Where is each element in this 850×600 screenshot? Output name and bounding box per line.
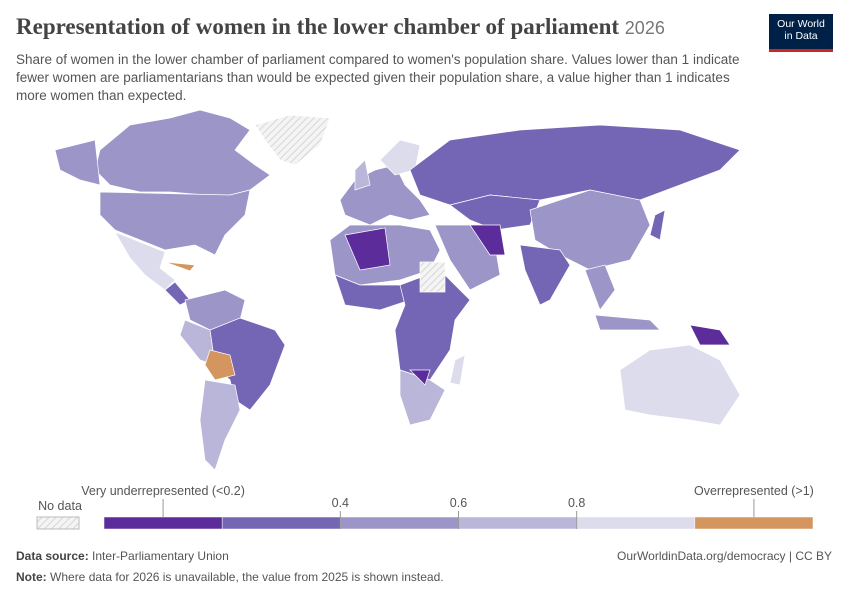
legend-bin [458, 516, 577, 530]
subtitle: Share of women in the lower chamber of p… [16, 52, 740, 103]
source-label: Data source: [16, 549, 89, 563]
legend-bin [576, 516, 696, 530]
legend-tick-label: 0.4 [332, 496, 349, 510]
source: Data source: Inter-Parliamentary Union [16, 549, 229, 563]
note-text: Where data for 2026 is unavailable, the … [50, 570, 444, 584]
legend-label: Very underrepresented (<0.2) [81, 484, 245, 498]
legend-tick-label: 0.6 [450, 496, 467, 510]
legend-label: Overrepresented (>1) [694, 484, 814, 498]
countries [54, 109, 741, 471]
legend-bin [221, 516, 341, 530]
legend: Very underrepresented (<0.2) Overrepresen… [81, 484, 814, 530]
logo-line: in Data [784, 30, 818, 42]
note: Note: Where data for 2026 is unavailable… [16, 570, 444, 584]
legend-tick-label: 0.8 [568, 496, 585, 510]
logo[interactable]: Our World in Data [769, 14, 833, 52]
title: Representation of women in the lower cha… [16, 14, 665, 40]
source-text: Inter-Parliamentary Union [92, 549, 229, 563]
year: 2026 [624, 18, 665, 38]
legend-bin [694, 516, 814, 530]
no-data-swatch [36, 516, 80, 530]
logo-line: Our World [777, 18, 825, 30]
no-data-label: No data [38, 499, 82, 513]
legend-bin [340, 516, 459, 530]
note-label: Note: [16, 570, 47, 584]
url[interactable]: OurWorldinData.org/democracy | CC BY [617, 549, 832, 563]
title-text: Representation of women in the lower cha… [16, 14, 620, 39]
legend-bin [103, 516, 223, 530]
